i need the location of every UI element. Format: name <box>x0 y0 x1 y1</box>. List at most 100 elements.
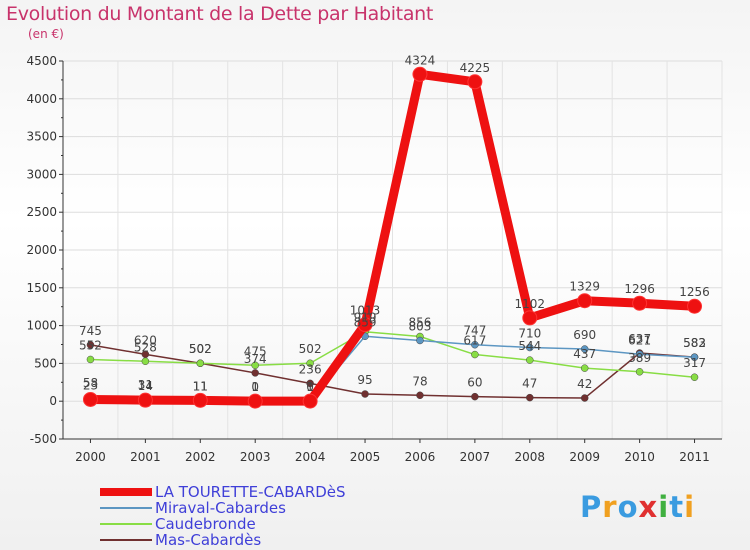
y-tick-label: 2000 <box>26 243 57 257</box>
data-point <box>526 394 533 401</box>
data-point <box>416 337 423 344</box>
y-tick-label: 0 <box>49 394 57 408</box>
x-tick-label: 2002 <box>185 450 216 464</box>
data-label: 31 <box>138 378 153 392</box>
line-chart: -500 0 500 1000 1500 2000 2500 3000 3500 4000 4500… <box>0 0 750 550</box>
data-label: 1256 <box>679 285 710 299</box>
data-point <box>471 351 478 358</box>
data-point <box>413 67 427 81</box>
data-label: 502 <box>299 342 322 356</box>
y-tick-label: 4000 <box>26 92 57 106</box>
data-label: 47 <box>522 377 537 391</box>
x-tick-label: 2008 <box>515 450 546 464</box>
legend-swatch-la-tourette <box>100 484 152 500</box>
data-label: 437 <box>573 347 596 361</box>
data-label: 236 <box>299 362 322 376</box>
data-point <box>83 392 97 406</box>
x-tick-label: 2009 <box>569 450 600 464</box>
legend-item-caudebronde: Caudebronde <box>100 516 256 532</box>
data-point <box>87 356 94 363</box>
data-point <box>633 296 647 310</box>
data-label: 690 <box>573 328 596 342</box>
data-label: 552 <box>79 338 102 352</box>
data-label: 1296 <box>624 282 655 296</box>
legend-label-mas-cabardes: Mas-Cabardès <box>155 531 261 549</box>
y-tick-label: 2500 <box>26 205 57 219</box>
data-point <box>142 358 149 365</box>
data-label: 745 <box>79 324 102 338</box>
x-tick-label: 2010 <box>624 450 655 464</box>
logo-letter: t <box>669 490 684 524</box>
proxiti-logo: Proxiti <box>580 490 695 524</box>
logo-letter: r <box>602 490 617 524</box>
data-point <box>248 394 262 408</box>
data-label: 317 <box>683 356 706 370</box>
data-label: 11 <box>193 379 208 393</box>
data-label: 637 <box>628 332 651 346</box>
data-label: 58 <box>83 376 98 390</box>
data-label: 374 <box>244 352 267 366</box>
data-point <box>471 393 478 400</box>
x-tick-label: 2007 <box>460 450 491 464</box>
data-label: 1329 <box>569 280 600 294</box>
data-point <box>688 299 702 313</box>
logo-letter: i <box>658 490 669 524</box>
data-point <box>691 374 698 381</box>
data-label: 544 <box>518 339 541 353</box>
legend-swatch-miraval <box>100 500 152 516</box>
logo-letter: P <box>580 490 602 524</box>
data-point <box>193 393 207 407</box>
y-tick-label: 4500 <box>26 54 57 68</box>
data-point <box>362 391 369 398</box>
data-point <box>526 357 533 364</box>
y-tick-label: 1500 <box>26 281 57 295</box>
chart-container: Evolution du Montant de la Dette par Hab… <box>0 0 750 550</box>
y-tick-label: 500 <box>34 356 57 370</box>
data-label: 4225 <box>460 61 491 75</box>
data-label: 0 <box>306 380 314 394</box>
legend-item-la-tourette: LA TOURETTE-CABARDèS <box>100 484 346 500</box>
x-tick-label: 2000 <box>75 450 106 464</box>
data-label: 502 <box>189 342 212 356</box>
data-point <box>523 311 537 325</box>
data-point <box>468 75 482 89</box>
y-tick-label: -500 <box>30 432 57 446</box>
data-label: 389 <box>628 351 651 365</box>
x-tick-label: 2005 <box>350 450 381 464</box>
data-point <box>197 360 204 367</box>
data-point <box>138 393 152 407</box>
data-label: 583 <box>683 336 706 350</box>
data-label: 95 <box>357 373 372 387</box>
x-tick-label: 2001 <box>130 450 161 464</box>
x-tick-label: 2003 <box>240 450 271 464</box>
data-label: 4324 <box>405 53 436 67</box>
data-label: 0 <box>251 380 259 394</box>
data-point <box>581 365 588 372</box>
legend-item-miraval: Miraval-Cabardes <box>100 500 286 516</box>
legend-swatch-mas-cabardes <box>100 532 152 548</box>
legend-item-mas-cabardes: Mas-Cabardès <box>100 532 261 548</box>
data-point <box>636 368 643 375</box>
y-tick-label: 3000 <box>26 167 57 181</box>
data-label: 620 <box>134 333 157 347</box>
data-point <box>581 395 588 402</box>
logo-letter: o <box>618 490 639 524</box>
data-label: 919 <box>354 311 377 325</box>
data-point <box>578 294 592 308</box>
x-tick-label: 2004 <box>295 450 326 464</box>
data-point <box>416 392 423 399</box>
x-tick-label: 2006 <box>405 450 436 464</box>
data-label: 60 <box>467 376 482 390</box>
data-label: 1102 <box>515 297 546 311</box>
legend-swatch-caudebronde <box>100 516 152 532</box>
data-label: 78 <box>412 374 427 388</box>
data-label: 42 <box>577 377 592 391</box>
data-label: 617 <box>463 334 486 348</box>
x-tick-label: 2011 <box>679 450 710 464</box>
y-tick-label: 3500 <box>26 130 57 144</box>
data-point <box>303 394 317 408</box>
data-label: 856 <box>409 315 432 329</box>
y-tick-label: 1000 <box>26 319 57 333</box>
logo-letter: x <box>639 490 659 524</box>
logo-letter: i <box>684 490 695 524</box>
